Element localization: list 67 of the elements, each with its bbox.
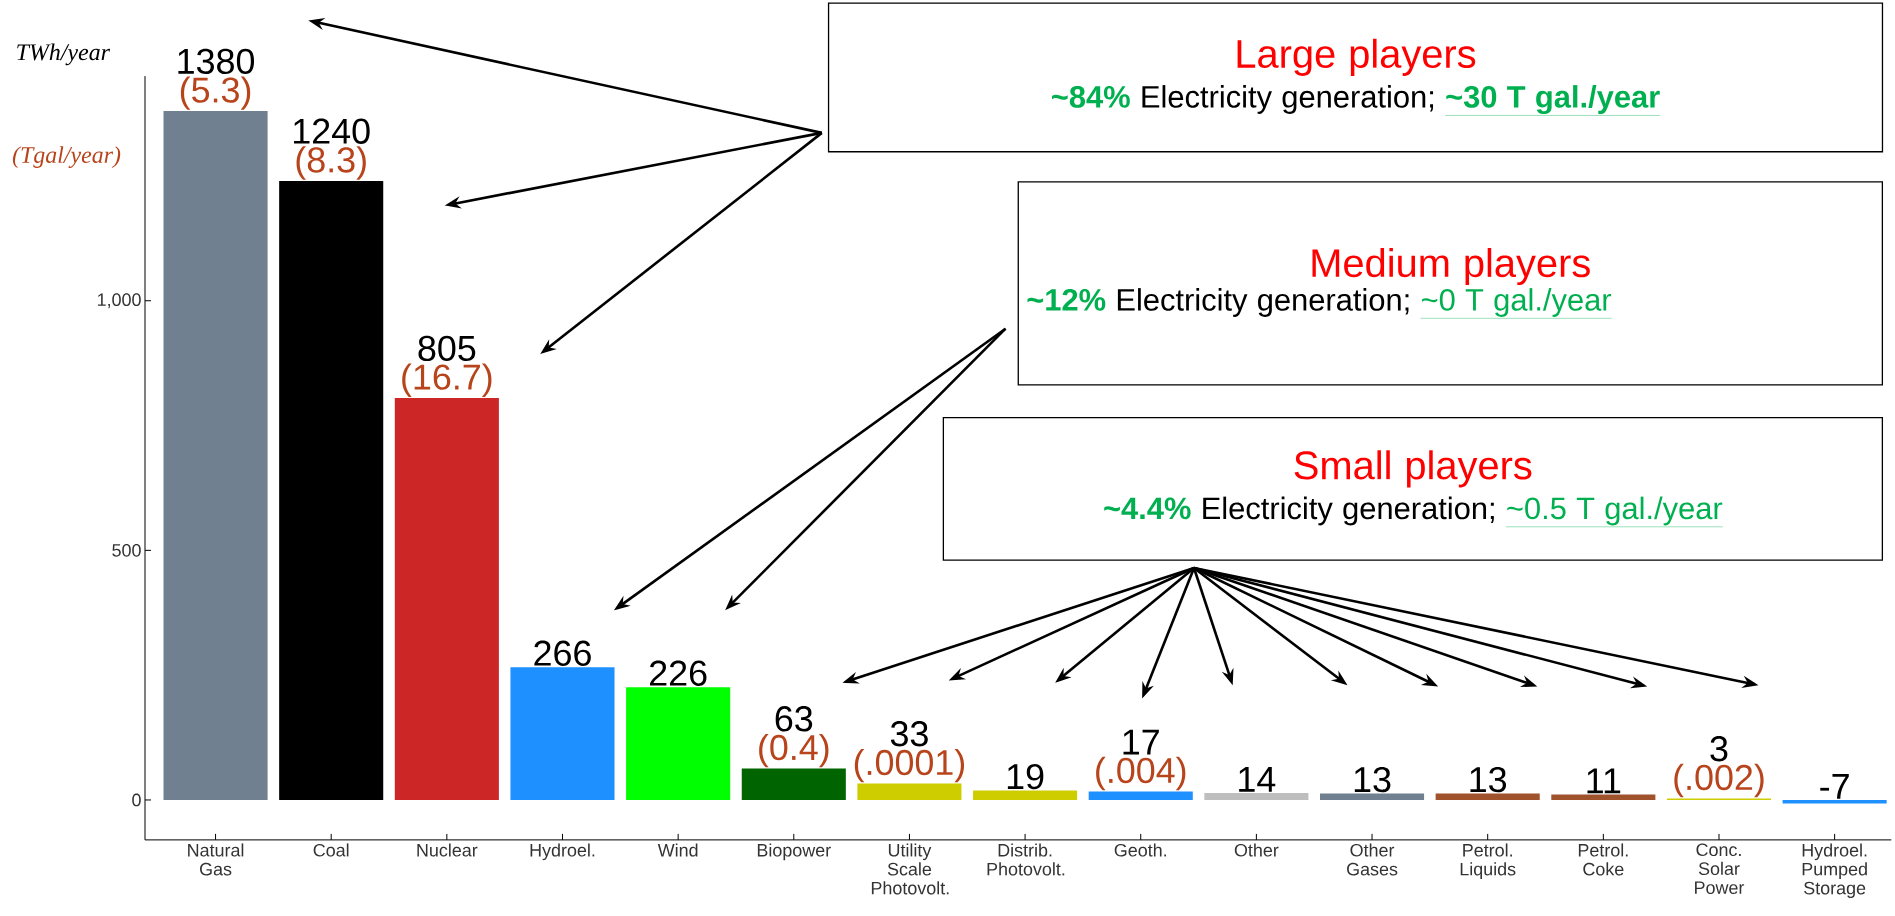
x-tick-label: Hydroel. [530, 843, 595, 861]
text: Large players [1237, 38, 1476, 76]
annotation: Small players [1294, 450, 1532, 488]
annotation: (.004) [1096, 756, 1186, 791]
data-label: 33 [890, 721, 928, 747]
x-tick-label: Nuclear [417, 843, 478, 857]
y-tick-label: 500 [112, 543, 141, 557]
bar [857, 783, 962, 800]
x-tick-label: Coal [313, 843, 349, 857]
data-label: 13 [1354, 766, 1391, 793]
bar [626, 687, 731, 800]
bar [1435, 793, 1540, 800]
data-label: 14 [1239, 767, 1276, 792]
text: (Tgal/year) [12, 146, 121, 168]
data-label: 805 [418, 335, 476, 362]
annotation: Medium players [1312, 247, 1590, 286]
x-tick-label: Other [1234, 843, 1279, 857]
x-tick-label: Petrol. Liquids [1460, 843, 1516, 880]
annotation: Electricity generation; [1203, 496, 1494, 526]
data-label: 226 [650, 660, 707, 686]
annotation: ~0 T gal./year [1421, 288, 1612, 317]
annotation: ~12% [1027, 288, 1106, 311]
annotation: ~4.4% [1104, 497, 1191, 520]
data-label: 3 [1710, 736, 1728, 762]
annotation: Electricity generation; [1117, 288, 1409, 317]
data-label: 17 [1123, 729, 1159, 755]
bar [973, 790, 1078, 800]
bar [394, 398, 499, 800]
y-tick-label: 0 [132, 793, 141, 807]
annotation: (.0001) [854, 748, 965, 783]
annotation: (8.3) [296, 146, 366, 180]
annotation: ~84% [1052, 85, 1130, 108]
annotation: Electricity generation; [1142, 85, 1434, 114]
annotation: ~30 T gal./year [1446, 85, 1660, 115]
data-label: 63 [775, 706, 813, 732]
annotation: (5.3) [180, 76, 251, 110]
data-label: -7 [1820, 774, 1849, 799]
bar [510, 667, 615, 800]
x-tick-label: Petrol. Coke [1578, 843, 1628, 876]
annotation: (0.4) [759, 733, 829, 768]
data-label: 1240 [294, 118, 370, 144]
x-tick-label: Distrib. Photovolt. [987, 843, 1065, 876]
annotation: (16.7) [402, 363, 492, 397]
x-tick-label: Hydroel. Pumped Storage [1802, 843, 1867, 898]
bar [741, 768, 846, 800]
x-tick-label: Biopower [757, 843, 831, 861]
bar [279, 180, 384, 800]
x-tick-label: Wind [657, 843, 698, 857]
x-tick-label: Natural Gas [188, 843, 244, 876]
bar [1551, 794, 1656, 800]
bar [1088, 791, 1193, 800]
data-label: 1380 [178, 48, 255, 75]
y-tick-label: 1,000 [97, 293, 141, 309]
annotation: ~0.5 T gal./year [1507, 496, 1723, 526]
data-label: 13 [1470, 766, 1507, 793]
data-label: 11 [1587, 768, 1621, 794]
x-tick-label: Utility Scale Photovolt. [871, 843, 949, 895]
data-label: 19 [1007, 763, 1044, 790]
y-axis-title: TWh/year [17, 43, 111, 66]
bar [1320, 793, 1425, 800]
x-tick-label: Conc. Solar Power [1695, 843, 1745, 894]
annotation: (.002) [1674, 763, 1764, 798]
bar [1204, 792, 1309, 800]
x-tick-label: Geoth. [1114, 843, 1167, 857]
data-label: 266 [534, 640, 591, 666]
x-tick-label: Other Gases [1347, 843, 1398, 876]
bar [163, 111, 268, 800]
